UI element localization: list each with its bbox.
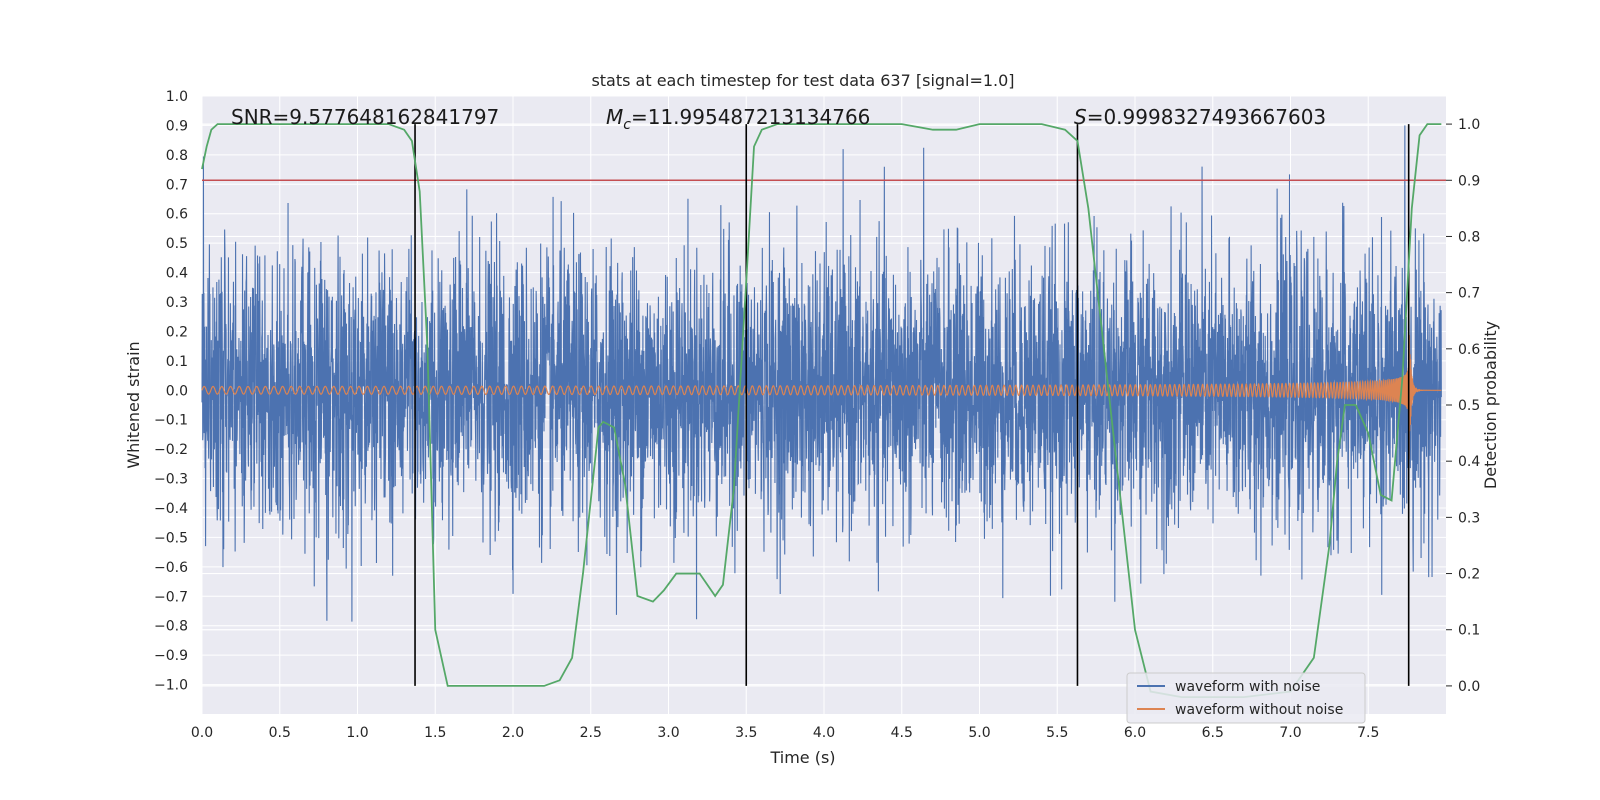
chart-title: stats at each timestep for test data 637… bbox=[591, 71, 1014, 90]
left-y-tick-label: −0.5 bbox=[154, 530, 188, 546]
left-y-tick-label: −0.2 bbox=[154, 442, 188, 458]
legend-box bbox=[1126, 672, 1366, 724]
x-tick-label: 6.0 bbox=[1124, 725, 1146, 741]
x-axis-ticks: 0.0 0.5 1.0 1.5 2.0 2.5 3.0 3.5 4.0 4.5 5.0 5.5 6.0 6… bbox=[191, 725, 1380, 741]
left-y-tick-label: −0.1 bbox=[154, 413, 188, 429]
legend-clean-label: waveform without noise bbox=[1175, 702, 1343, 718]
right-y-tick-label: 0.5 bbox=[1458, 398, 1480, 414]
x-tick-label: 4.5 bbox=[891, 725, 913, 741]
right-y-tick-label: 0.2 bbox=[1458, 567, 1480, 583]
right-y-axis-label: Detection probability bbox=[1481, 321, 1500, 489]
left-y-tick-label: −0.3 bbox=[154, 472, 188, 488]
right-y-tick-label: 0.0 bbox=[1458, 679, 1480, 695]
right-y-tick-label: 0.8 bbox=[1458, 229, 1480, 245]
right-y-tick-label: 1.0 bbox=[1458, 117, 1480, 133]
x-tick-label: 2.5 bbox=[580, 725, 602, 741]
left-y-tick-label: 0.3 bbox=[166, 295, 188, 311]
x-tick-label: 7.0 bbox=[1279, 725, 1301, 741]
detection-probability-line bbox=[201, 123, 1442, 699]
left-y-tick-label: 0.6 bbox=[166, 207, 188, 223]
left-y-tick-label: −0.4 bbox=[154, 501, 188, 517]
left-y-axis-label: Whitened strain bbox=[124, 341, 143, 468]
chirp-mass-value: =11.995487213134766 bbox=[631, 105, 870, 129]
left-y-tick-label: 0.5 bbox=[166, 236, 188, 252]
right-y-tick-label: 0.7 bbox=[1458, 286, 1480, 302]
left-y-tick-label: 0.1 bbox=[166, 354, 188, 370]
left-y-tick-label: −0.7 bbox=[154, 589, 188, 605]
legend-noise-label: waveform with noise bbox=[1175, 679, 1320, 695]
left-y-tick-label: 0.8 bbox=[166, 148, 188, 164]
right-y-tick-label: 0.3 bbox=[1458, 510, 1480, 526]
left-y-tick-label: −0.8 bbox=[154, 619, 188, 635]
x-tick-label: 5.0 bbox=[968, 725, 990, 741]
clean-waveform-series bbox=[201, 309, 1442, 460]
legend: waveform with noise waveform without noi… bbox=[1126, 672, 1366, 724]
s-value: =0.9998327493667603 bbox=[1087, 105, 1326, 129]
left-y-tick-label: −0.6 bbox=[154, 560, 188, 576]
right-y-axis-ticks: 1.0 0.9 0.8 0.7 0.6 0.5 0.4 0.3 0.2 0.1 0.0 bbox=[1446, 117, 1480, 695]
x-tick-label: 3.5 bbox=[735, 725, 757, 741]
left-y-tick-label: −0.9 bbox=[154, 648, 188, 664]
x-tick-label: 0.5 bbox=[269, 725, 291, 741]
x-tick-label: 1.5 bbox=[424, 725, 446, 741]
left-y-tick-label: 1.0 bbox=[166, 89, 188, 105]
s-symbol: S bbox=[1074, 105, 1087, 129]
noise-waveform-line bbox=[201, 125, 1442, 622]
chirp-mass-symbol: M bbox=[606, 105, 623, 129]
left-y-tick-label: 0.2 bbox=[166, 324, 188, 340]
x-tick-label: 4.0 bbox=[813, 725, 835, 741]
right-y-tick-label: 0.1 bbox=[1458, 623, 1480, 639]
snr-annotation: SNR=9.577648162841797 bbox=[231, 105, 499, 129]
left-y-axis-ticks: 1.0 0.9 0.8 0.7 0.6 0.5 0.4 0.3 0.2 0.1 0.0 −0.1 −0.… bbox=[154, 89, 188, 694]
noise-waveform-series bbox=[201, 125, 1442, 622]
clean-waveform-line bbox=[201, 309, 1442, 460]
overlay-lines bbox=[201, 123, 1446, 699]
right-y-tick-label: 0.9 bbox=[1458, 173, 1480, 189]
x-tick-label: 0.0 bbox=[191, 725, 213, 741]
x-tick-label: 5.5 bbox=[1046, 725, 1068, 741]
right-y-tick-label: 0.4 bbox=[1458, 454, 1480, 470]
left-y-tick-label: 0.9 bbox=[166, 118, 188, 134]
snr-estimate-annotation: S=0.9998327493667603 bbox=[1074, 105, 1326, 129]
x-tick-label: 7.5 bbox=[1357, 725, 1379, 741]
chirp-mass-subscript: c bbox=[623, 117, 631, 133]
x-axis-label: Time (s) bbox=[769, 748, 835, 767]
left-y-tick-label: 0.4 bbox=[166, 266, 188, 282]
x-tick-label: 1.0 bbox=[346, 725, 368, 741]
x-tick-label: 6.5 bbox=[1202, 725, 1224, 741]
chirp-mass-annotation: Mc=11.995487213134766 bbox=[606, 105, 870, 133]
right-y-tick-label: 0.6 bbox=[1458, 342, 1480, 358]
left-y-tick-label: −1.0 bbox=[154, 678, 188, 694]
x-tick-label: 3.0 bbox=[657, 725, 679, 741]
x-tick-label: 2.0 bbox=[502, 725, 524, 741]
left-y-tick-label: 0.7 bbox=[166, 177, 188, 193]
left-y-tick-label: 0.0 bbox=[166, 383, 188, 399]
